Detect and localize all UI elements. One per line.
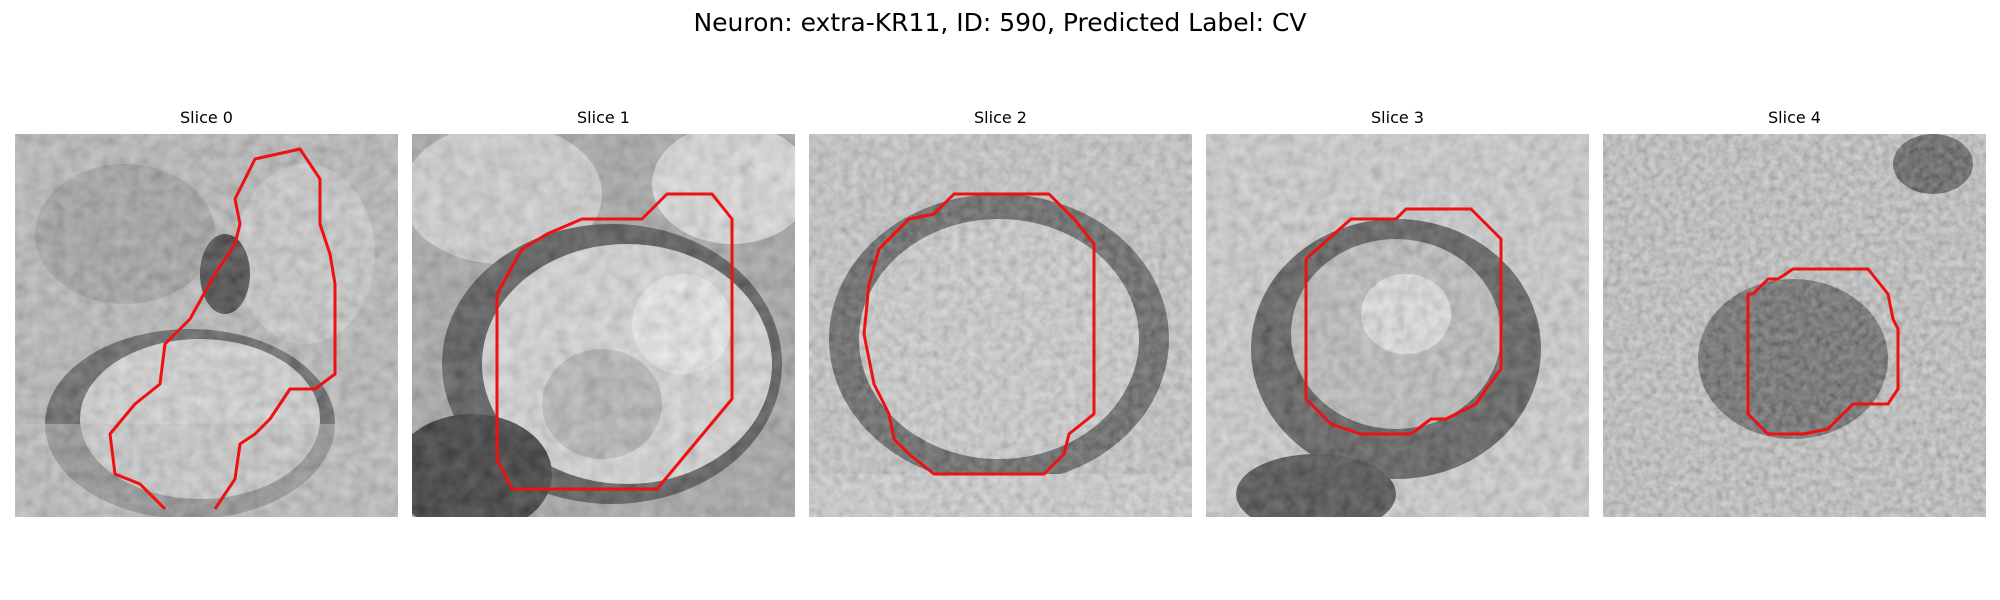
contour-line-0 (108, 147, 337, 511)
figure-title: Neuron: extra-KR11, ID: 590, Predicted L… (693, 8, 1307, 37)
contour-line-1 (495, 192, 734, 491)
slice-image-3 (1206, 134, 1589, 517)
contour-line-4 (1746, 267, 1900, 436)
slice-title-1: Slice 1 (577, 108, 630, 127)
slice-title-3: Slice 3 (1371, 108, 1424, 127)
contour-line-2 (862, 192, 1096, 476)
contour-line-3 (1304, 207, 1503, 436)
slice-image-4 (1603, 134, 1986, 517)
slice-title-0: Slice 0 (180, 108, 233, 127)
slice-image-1 (412, 134, 795, 517)
slice-title-2: Slice 2 (974, 108, 1027, 127)
slice-image-2 (809, 134, 1192, 517)
slice-title-4: Slice 4 (1768, 108, 1821, 127)
slice-image-0 (15, 134, 398, 517)
